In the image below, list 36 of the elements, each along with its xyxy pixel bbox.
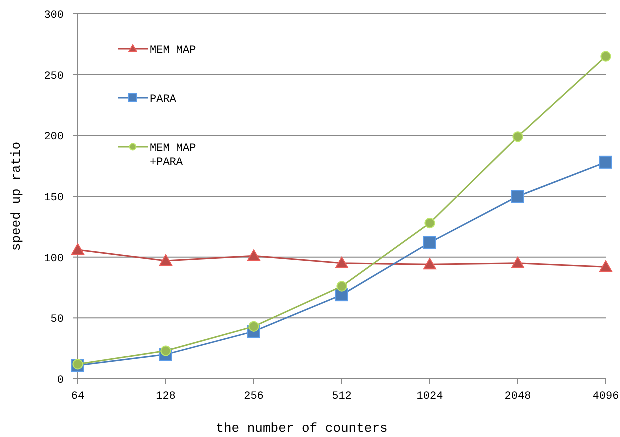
y-tick-label: 200: [44, 132, 64, 144]
point: [600, 156, 612, 169]
point: [248, 321, 260, 332]
point: [512, 256, 524, 268]
point: [336, 281, 348, 292]
x-tick-label: 64: [71, 391, 85, 403]
x-tick-label: 1024: [416, 391, 444, 403]
point: [160, 254, 172, 266]
point: [424, 236, 436, 250]
point: [600, 51, 612, 62]
y-tick-label: 0: [57, 375, 64, 387]
point: [248, 250, 260, 262]
x-tick-label: 512: [332, 391, 352, 403]
legend-label: MEM MAP +PARA: [150, 143, 197, 169]
point: [72, 244, 84, 256]
y-tick-label: 250: [44, 70, 64, 83]
point: [512, 190, 524, 203]
point: [72, 359, 84, 370]
legend-label: MEM MAP: [150, 45, 197, 57]
y-tick-label: 100: [44, 253, 64, 266]
x-tick-label: 4096: [592, 391, 620, 403]
point: [424, 258, 436, 270]
y-axis-title: speed up ratio: [9, 142, 24, 252]
x-tick-label: 256: [244, 391, 264, 403]
x-axis-title: the number of counters: [216, 421, 388, 436]
point: [600, 260, 612, 272]
point: [424, 218, 436, 229]
legend-label: PARA: [150, 94, 177, 106]
y-tick-label: 300: [44, 10, 64, 22]
point: [512, 132, 524, 142]
x-tick-label: 128: [156, 391, 176, 403]
point: [160, 346, 172, 356]
point: [336, 256, 348, 268]
y-tick-label: 150: [44, 192, 64, 204]
y-tick-label: 50: [50, 314, 64, 326]
x-tick-label: 2048: [504, 391, 532, 403]
